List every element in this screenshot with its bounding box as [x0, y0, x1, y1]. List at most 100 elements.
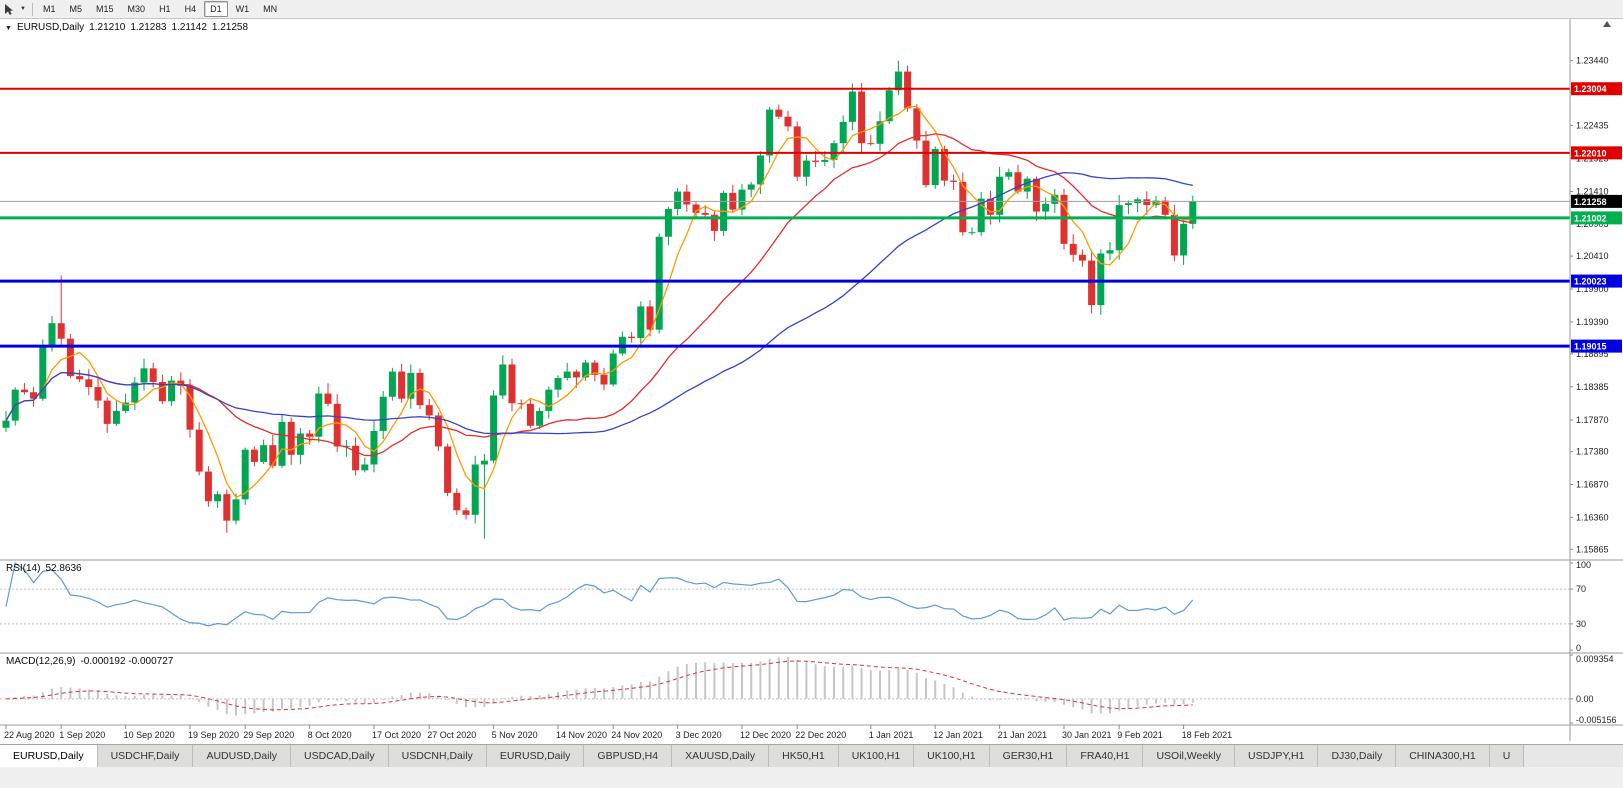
price-badge [1571, 339, 1622, 353]
price-axis-label: 1.15865 [1576, 544, 1609, 554]
candle-body [517, 403, 525, 405]
candle-body [701, 212, 709, 215]
timeframe-button-h4[interactable]: H4 [184, 4, 197, 14]
chart-tab-eurusd-daily[interactable]: EURUSD,Daily [486, 745, 585, 767]
candle-body [453, 492, 461, 511]
chart-tab-usdjpy-h1[interactable]: USDJPY,H1 [1235, 745, 1319, 767]
rsi-panel[interactable] [0, 560, 1570, 653]
chart-tab-ger30-h1[interactable]: GER30,H1 [989, 745, 1068, 767]
candle-body [471, 464, 479, 515]
timeframe-button-d1[interactable]: D1 [204, 1, 228, 17]
candle-body [1097, 253, 1105, 306]
chart-tab-dj30-daily[interactable]: DJ30,Daily [1318, 745, 1397, 767]
timeframe-button-w1[interactable]: W1 [235, 4, 250, 14]
chart-tab-uk100-h1[interactable]: UK100,H1 [838, 745, 915, 767]
chart-tab-fra40-h1[interactable]: FRA40,H1 [1067, 745, 1144, 767]
chart-tab-uk100-h1[interactable]: UK100,H1 [914, 745, 990, 767]
candle-body [508, 364, 516, 404]
candle-body [674, 191, 682, 209]
date-label: 27 Oct 2020 [427, 730, 476, 740]
timeframe-button-m30[interactable]: M30 [127, 4, 146, 14]
candle-body [646, 306, 654, 330]
candle-body [214, 494, 222, 502]
candle-body [1143, 199, 1151, 206]
candle-body [867, 143, 875, 145]
candle-body [885, 90, 893, 122]
candle-body [756, 155, 764, 185]
chart-tab-xauusd-daily[interactable]: XAUUSD,Daily [672, 745, 770, 767]
price-badge-label: 1.20023 [1574, 277, 1607, 287]
status-strip [0, 767, 1623, 788]
ma-slow-line[interactable] [5, 171, 1193, 435]
timeframe-button-m5[interactable]: M5 [69, 4, 83, 14]
price-badge-label: 1.21258 [1574, 197, 1607, 207]
cursor-icon[interactable] [0, 1, 18, 17]
candle-body [462, 510, 470, 515]
candle-body [407, 372, 415, 399]
macd-panel[interactable] [0, 653, 1570, 725]
chart-tab-china300-h1[interactable]: CHINA300,H1 [1396, 745, 1490, 767]
candle-body [1161, 200, 1169, 215]
chart-low-value: 1.21142 [171, 22, 207, 33]
candle-body [904, 71, 912, 109]
main-chart-panel[interactable] [0, 18, 1570, 560]
candle-body [968, 232, 976, 234]
price-badge [1571, 211, 1622, 225]
chart-tab-usdcad-daily[interactable]: USDCAD,Daily [291, 745, 389, 767]
candle-body [39, 345, 47, 399]
candle-body [1115, 205, 1123, 251]
chart-tab-u[interactable]: U [1489, 745, 1525, 767]
price-badge [1571, 194, 1622, 208]
price-axis-label: 1.18385 [1576, 382, 1609, 392]
candle-body [848, 91, 856, 122]
chart-open-value: 1.21210 [89, 22, 126, 33]
candle-body [361, 464, 369, 471]
candle-body [812, 160, 820, 162]
candle-body [1051, 194, 1059, 204]
macd-name: MACD(12,26,9) [6, 656, 76, 667]
chart-tab-hk50-h1[interactable]: HK50,H1 [769, 745, 839, 767]
price-axis-label: 1.19390 [1576, 317, 1609, 327]
chart-tab-eurusd-daily[interactable]: EURUSD,Daily [0, 745, 98, 767]
candle-body [434, 415, 442, 447]
candle-body [1088, 260, 1096, 306]
candle-body [57, 323, 65, 339]
chart-tab-usdchf-daily[interactable]: USDCHF,Daily [97, 745, 194, 767]
macd-values: -0.000192 -0.000727 [80, 656, 174, 667]
timeframe-button-mn[interactable]: MN [263, 4, 278, 14]
candle-body [959, 181, 967, 233]
price-axis-label: 1.17870 [1576, 415, 1609, 425]
chart-tab-usoil-weekly[interactable]: USOil,Weekly [1143, 745, 1236, 767]
chart-canvas[interactable]: 1.234401.229501.224351.219251.214101.209… [0, 0, 1623, 741]
timeframe-button-m15[interactable]: M15 [96, 4, 114, 14]
ma-medium-line[interactable] [5, 133, 1193, 457]
top-toolbar: ▼ M1 M5 M15 M30 H1 H4 D1 W1 MN [0, 0, 1623, 19]
candle-body [232, 499, 240, 521]
candle-body [342, 445, 350, 447]
rsi-line [5, 561, 1194, 627]
chart-close-value: 1.21258 [211, 22, 249, 33]
ma-fast-line[interactable] [5, 105, 1193, 499]
chart-dropdown-caret-icon[interactable]: ▼ [20, 6, 26, 12]
macd-axis-label: -0.005156 [1576, 715, 1617, 725]
scroll-up-icon[interactable] [1603, 21, 1611, 27]
chart-tab-audusd-daily[interactable]: AUDUSD,Daily [193, 745, 292, 767]
candle-body [158, 381, 166, 402]
rsi-axis-label: 70 [1576, 584, 1586, 594]
rsi-indicator-label: RSI(14) 52.8636 [6, 563, 87, 574]
collapse-triangle-icon[interactable]: ▼ [5, 25, 12, 32]
price-axis-label: 1.20410 [1576, 251, 1609, 261]
chart-tab-usdcnh-daily[interactable]: USDCNH,Daily [388, 745, 487, 767]
candle-body [444, 446, 452, 493]
price-badge-label: 1.23004 [1574, 84, 1607, 94]
price-badge-label: 1.19015 [1574, 342, 1607, 352]
chart-tab-gbpusd-h4[interactable]: GBPUSD,H4 [584, 745, 673, 767]
price-axis-label: 1.17380 [1576, 447, 1609, 457]
price-axis[interactable] [1570, 18, 1623, 741]
candle-body [913, 108, 921, 141]
timeframe-button-h1[interactable]: H1 [159, 4, 171, 14]
date-label: 21 Jan 2021 [998, 730, 1048, 740]
candle-body [986, 198, 994, 215]
candle-body [186, 385, 194, 430]
timeframe-button-m1[interactable]: M1 [43, 4, 56, 14]
